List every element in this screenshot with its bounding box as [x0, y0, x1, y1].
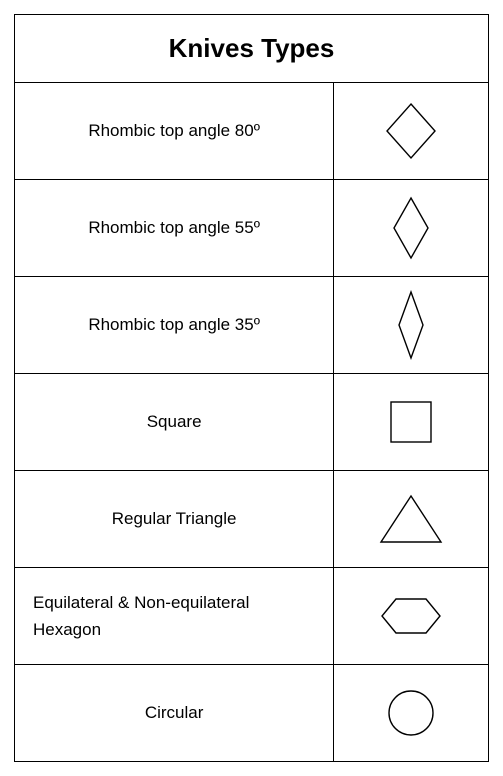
table-row: Equilateral & Non-equilateral Hexagon [15, 568, 489, 665]
table-body: Rhombic top angle 80ºRhombic top angle 5… [15, 83, 489, 762]
shape-label: Circular [15, 665, 334, 762]
triangle-icon [334, 471, 489, 568]
table-row: Square [15, 374, 489, 471]
shape-label: Rhombic top angle 80º [15, 83, 334, 180]
shape-label: Square [15, 374, 334, 471]
rhombus80-icon [334, 83, 489, 180]
table-row: Rhombic top angle 35º [15, 277, 489, 374]
table-row: Rhombic top angle 55º [15, 180, 489, 277]
rhombus35-icon [334, 277, 489, 374]
rhombus55-icon [334, 180, 489, 277]
table-row: Regular Triangle [15, 471, 489, 568]
shape-label: Rhombic top angle 35º [15, 277, 334, 374]
circle-icon [334, 665, 489, 762]
table-title: Knives Types [15, 15, 489, 83]
table-row: Circular [15, 665, 489, 762]
hexagon-icon [334, 568, 489, 665]
knives-types-table: Knives Types Rhombic top angle 80ºRhombi… [14, 14, 489, 762]
shape-label: Equilateral & Non-equilateral Hexagon [15, 568, 334, 665]
square-icon [334, 374, 489, 471]
shape-label: Regular Triangle [15, 471, 334, 568]
table-row: Rhombic top angle 80º [15, 83, 489, 180]
shape-label: Rhombic top angle 55º [15, 180, 334, 277]
